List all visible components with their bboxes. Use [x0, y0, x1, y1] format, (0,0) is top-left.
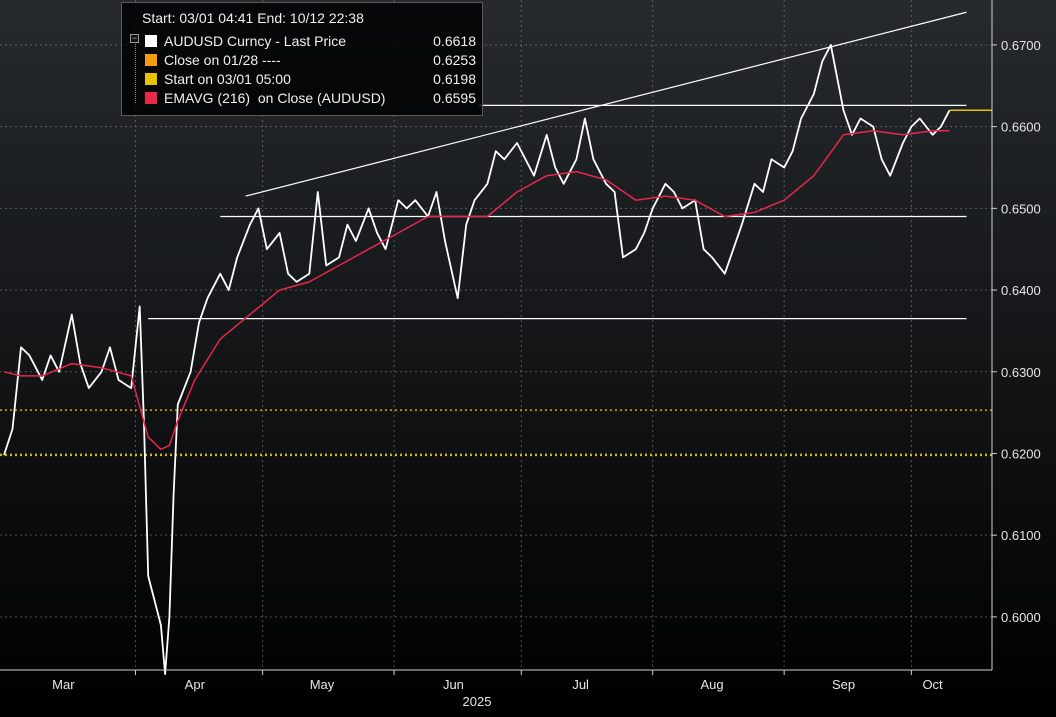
- x-tick-label: Jun: [443, 677, 464, 692]
- year-label: 2025: [463, 694, 492, 709]
- start-swatch-icon: [145, 73, 157, 85]
- legend-row-start[interactable]: Start on 03/01 05:00 0.6198: [142, 70, 478, 89]
- x-tick-label: Apr: [185, 677, 206, 692]
- price-line: [3, 44, 951, 675]
- ema-swatch-icon: [145, 92, 157, 104]
- y-tick-label: 0.6000: [1001, 610, 1041, 625]
- legend-tree-line: [135, 41, 137, 103]
- reference-lines: [0, 11, 992, 457]
- x-tick-label: Jul: [572, 677, 589, 692]
- legend-row-price[interactable]: AUDUSD Curncy - Last Price 0.6618: [142, 32, 478, 51]
- series-layer: [3, 44, 992, 675]
- collapse-icon[interactable]: −: [130, 33, 139, 43]
- x-tick-labels: Mar Apr May Jun Jul Aug Sep Oct: [52, 670, 943, 692]
- y-tick-label: 0.6300: [1001, 365, 1041, 380]
- x-tick-label: Aug: [701, 677, 724, 692]
- legend-value: 0.6198: [433, 71, 476, 87]
- y-tick-label: 0.6600: [1001, 120, 1041, 135]
- x-tick-label: Sep: [832, 677, 855, 692]
- price-swatch-icon: [145, 35, 157, 47]
- x-tick-label: Oct: [922, 677, 943, 692]
- legend-box[interactable]: Start: 03/01 04:41 End: 10/12 22:38 − AU…: [121, 2, 483, 116]
- legend-value: 0.6253: [433, 52, 476, 68]
- axes: 2025: [0, 0, 993, 709]
- close-swatch-icon: [145, 54, 157, 66]
- start-value: 03/01 04:41: [179, 10, 254, 26]
- trend-line: [245, 11, 967, 197]
- y-tick-label: 0.6200: [1001, 446, 1041, 461]
- y-tick-label: 0.6500: [1001, 201, 1041, 216]
- legend-row-ema[interactable]: EMAVG (216) on Close (AUDUSD) 0.6595: [142, 89, 478, 108]
- start-label: Start:: [142, 10, 176, 26]
- legend-header: Start: 03/01 04:41 End: 10/12 22:38: [142, 10, 364, 26]
- legend-label: Close on 01/28 ----: [164, 52, 281, 68]
- y-tick-label: 0.6100: [1001, 528, 1041, 543]
- x-tick-label: Mar: [52, 677, 75, 692]
- end-value: 10/12 22:38: [289, 10, 364, 26]
- x-tick-label: May: [310, 677, 335, 692]
- end-label: End:: [257, 10, 287, 26]
- legend-value: 0.6618: [433, 33, 476, 49]
- ema-line: [3, 129, 950, 451]
- legend-label: Start on 03/01 05:00: [164, 71, 291, 87]
- legend-value: 0.6595: [433, 90, 476, 106]
- y-tick-labels: 0.6000 0.6100 0.6200 0.6300 0.6400 0.6500 0.66…: [992, 38, 1041, 625]
- y-tick-label: 0.6700: [1001, 38, 1041, 53]
- legend-label: EMAVG (216) on Close (AUDUSD): [164, 90, 386, 106]
- legend-row-close[interactable]: Close on 01/28 ---- 0.6253: [142, 51, 478, 70]
- legend-label: AUDUSD Curncy - Last Price: [164, 33, 347, 49]
- y-tick-label: 0.6400: [1001, 283, 1041, 298]
